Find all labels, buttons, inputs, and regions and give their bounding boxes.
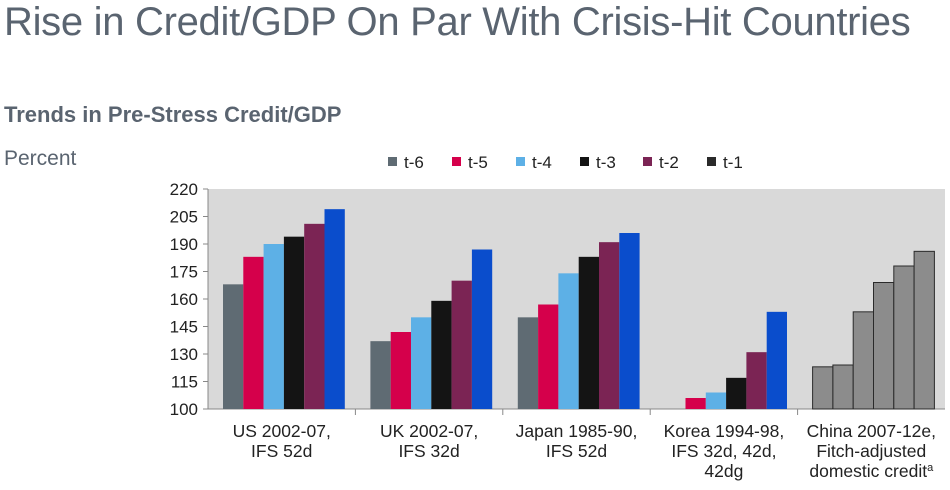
legend-label: t-4 <box>532 153 552 172</box>
x-category-label: US 2002-07, <box>233 421 331 441</box>
bar <box>832 364 854 410</box>
bar <box>304 223 325 409</box>
x-category-label: domestic credita <box>809 461 934 481</box>
bar <box>283 236 305 409</box>
legend-swatch <box>388 157 397 166</box>
x-category-label: China 2007-12e, <box>807 421 936 441</box>
bar <box>913 250 935 410</box>
bar <box>471 249 493 409</box>
x-category-label: Fitch-adjusted <box>816 441 926 461</box>
y-tick-label: 190 <box>170 235 198 254</box>
y-tick-label: 160 <box>170 290 198 309</box>
bar <box>411 317 432 409</box>
legend-label: t-6 <box>404 153 424 172</box>
bar <box>619 233 640 409</box>
legend-label: t-5 <box>468 153 488 172</box>
bar <box>705 392 727 409</box>
legend-label: t-1 <box>723 153 743 172</box>
page-title: Rise in Credit/GDP On Par With Crisis-Hi… <box>4 0 911 44</box>
bar <box>873 282 895 410</box>
bar <box>746 352 767 409</box>
y-tick-label: 175 <box>170 263 198 282</box>
legend-swatch <box>707 157 716 166</box>
bar <box>390 332 411 409</box>
unit-label: Percent <box>4 147 77 170</box>
bar <box>599 242 620 409</box>
bar <box>852 311 875 410</box>
bar <box>726 377 747 409</box>
y-tick-label: 130 <box>170 345 198 364</box>
x-category-label: IFS 32d <box>398 441 459 461</box>
bar <box>243 256 264 409</box>
legend-label: t-3 <box>596 153 616 172</box>
y-tick-label: 145 <box>170 318 198 337</box>
x-category-label: 42dg <box>704 461 743 481</box>
y-tick-label: 100 <box>170 400 198 419</box>
x-category-label: UK 2002-07, <box>380 421 478 441</box>
legend-swatch <box>516 157 525 166</box>
bar <box>766 311 787 409</box>
x-category-label: Korea 1994-98, <box>664 421 785 441</box>
x-category-label: Japan 1985-90, <box>516 421 638 441</box>
bar <box>685 398 706 409</box>
bar <box>812 366 834 410</box>
legend-swatch <box>452 157 461 166</box>
x-category-label: IFS 32d, 42d, <box>671 441 776 461</box>
footnote-marker: a <box>927 462 934 474</box>
y-tick-label: 205 <box>170 208 198 227</box>
y-tick-label: 115 <box>171 373 198 392</box>
bar <box>893 265 915 410</box>
bar <box>538 304 559 409</box>
bar <box>558 273 579 409</box>
bar <box>451 280 472 409</box>
bar <box>431 300 452 409</box>
x-category-label: IFS 52d <box>546 441 607 461</box>
y-tick-label: 220 <box>170 180 198 199</box>
bar <box>578 256 599 409</box>
bar <box>263 244 284 409</box>
x-category-label: IFS 52d <box>251 441 312 461</box>
bar <box>223 284 244 409</box>
bar <box>517 317 539 409</box>
bar <box>324 209 345 409</box>
bar <box>370 341 391 409</box>
chart-subtitle: Trends in Pre-Stress Credit/GDP <box>4 102 342 127</box>
legend-swatch <box>643 157 652 166</box>
legend-label: t-2 <box>659 153 679 172</box>
legend-swatch <box>580 157 589 166</box>
